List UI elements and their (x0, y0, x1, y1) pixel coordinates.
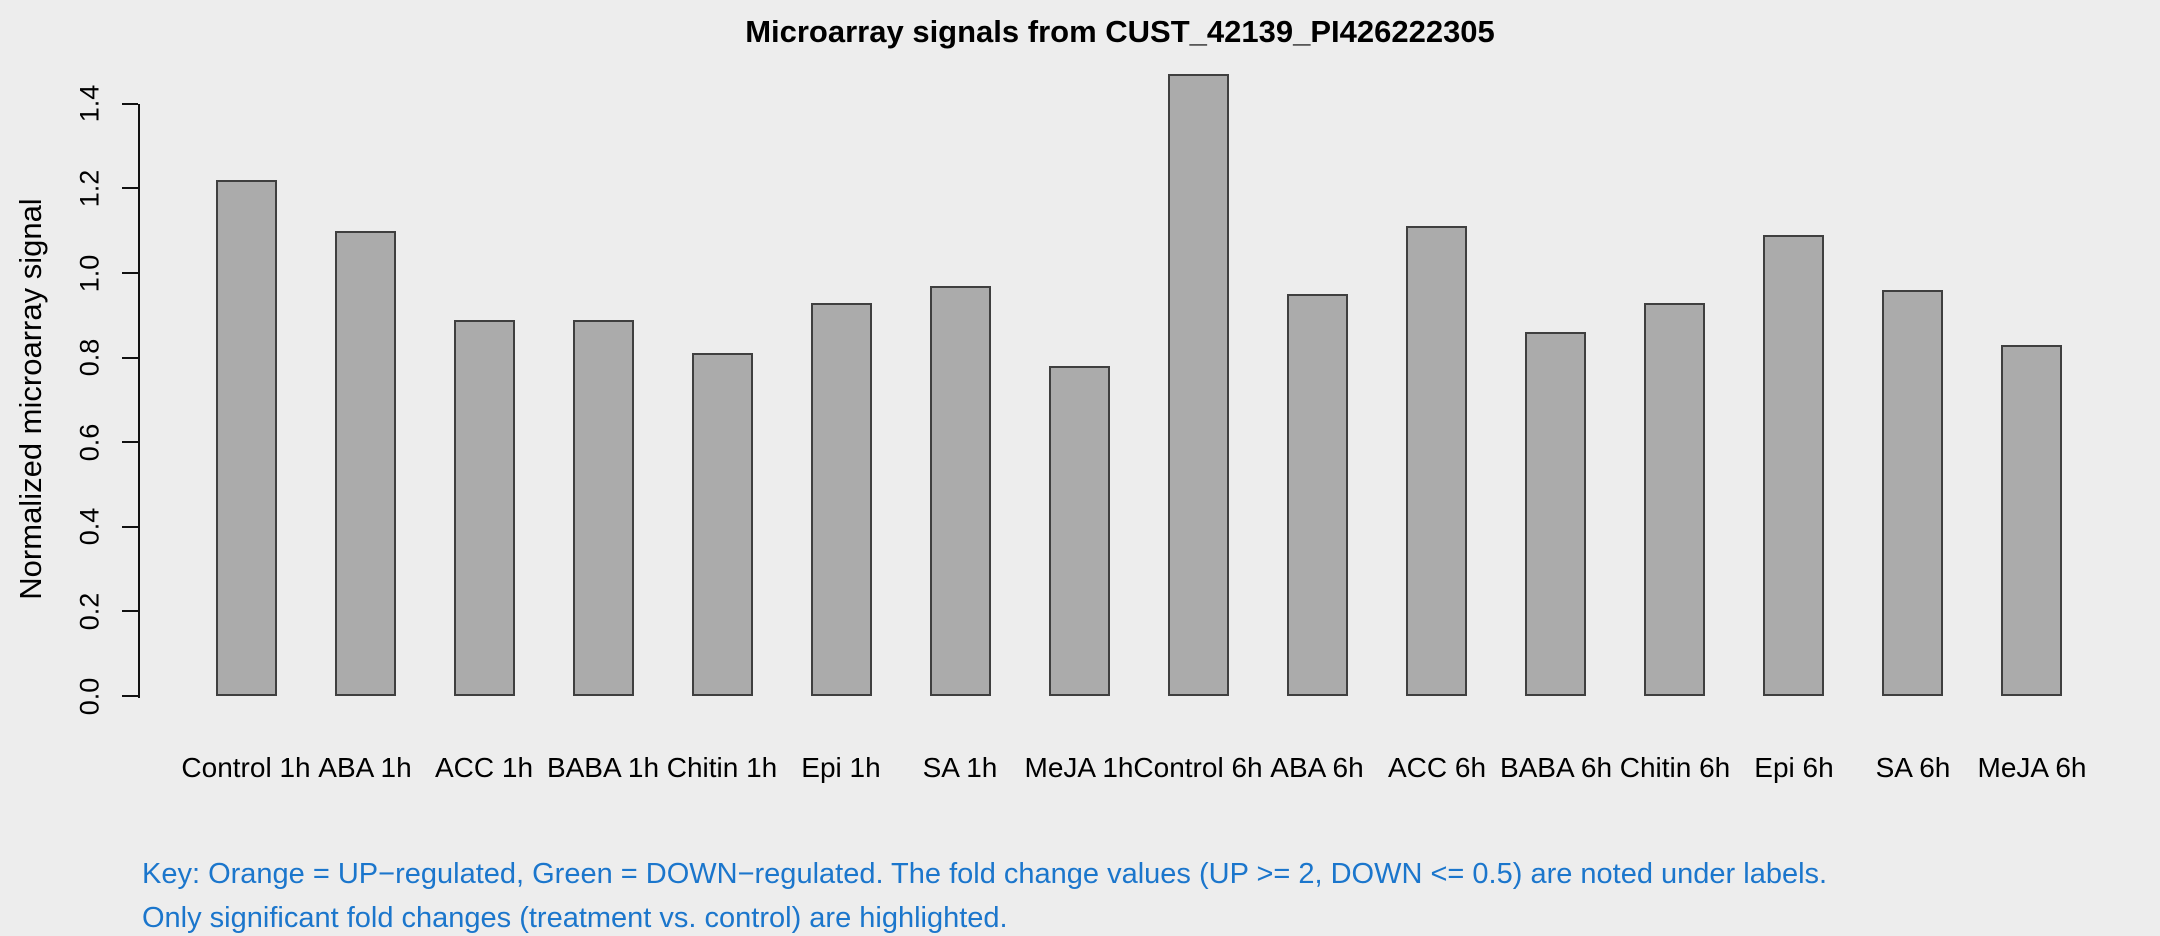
y-tick-label: 0.6 (74, 423, 105, 461)
y-tick-label: 0.4 (74, 508, 105, 546)
x-axis-label: Control 1h (181, 752, 311, 783)
x-axis-label: Epi 6h (1754, 752, 1834, 783)
key-note-line-2: Only significant fold changes (treatment… (142, 902, 1008, 934)
x-axis-label: BABA 6h (1499, 752, 1613, 783)
bar (692, 353, 753, 696)
x-axis-label: Epi 1h (801, 752, 881, 783)
y-tick (122, 441, 138, 444)
y-axis-label: Normalized microarray signal (13, 198, 48, 600)
bar (1525, 332, 1586, 696)
bar (335, 231, 396, 696)
y-tick-label: 0.2 (74, 592, 105, 631)
bar (1644, 303, 1705, 696)
bar (216, 180, 277, 696)
bar (454, 320, 515, 696)
x-axis-label: ABA 6h (1270, 752, 1364, 783)
bar (2001, 345, 2062, 696)
y-tick-label: 0.0 (74, 677, 105, 715)
bar (811, 303, 872, 696)
bar (573, 320, 634, 696)
y-tick-label: 1.2 (74, 169, 105, 208)
x-axis-label: SA 6h (1875, 752, 1951, 783)
y-axis-line (138, 103, 140, 698)
y-tick (122, 695, 138, 697)
y-tick (122, 525, 138, 528)
bar (1882, 290, 1943, 696)
x-axis-label: Control 6h (1133, 752, 1263, 783)
y-tick (122, 610, 138, 613)
y-tick-label: 1.0 (74, 254, 105, 292)
x-axis-label: Chitin 1h (666, 752, 778, 783)
x-axis-label: MeJA 6h (1977, 752, 2087, 783)
y-tick (122, 102, 138, 105)
x-axis-label: Chitin 6h (1619, 752, 1731, 783)
x-axis-label: ACC 1h (434, 752, 534, 783)
chart-title: Microarray signals from CUST_42139_PI426… (745, 14, 1495, 49)
y-tick (122, 187, 138, 190)
x-axis-label: SA 1h (922, 752, 998, 783)
y-tick-label: 0.8 (74, 338, 105, 377)
y-tick (122, 272, 138, 274)
bar (1406, 226, 1467, 696)
bar (1763, 235, 1824, 696)
y-tick-label: 1.4 (74, 85, 105, 123)
y-tick (122, 356, 138, 359)
x-axis-label: ACC 6h (1387, 752, 1487, 783)
x-axis-label: ABA 1h (318, 752, 412, 783)
x-axis-label: MeJA 1h (1024, 752, 1134, 783)
bar (1287, 294, 1348, 696)
x-axis-label: BABA 1h (546, 752, 660, 783)
key-note-line-1: Key: Orange = UP−regulated, Green = DOWN… (142, 858, 1828, 890)
bar (1168, 74, 1229, 696)
bar (1049, 366, 1110, 696)
bar (930, 286, 991, 696)
